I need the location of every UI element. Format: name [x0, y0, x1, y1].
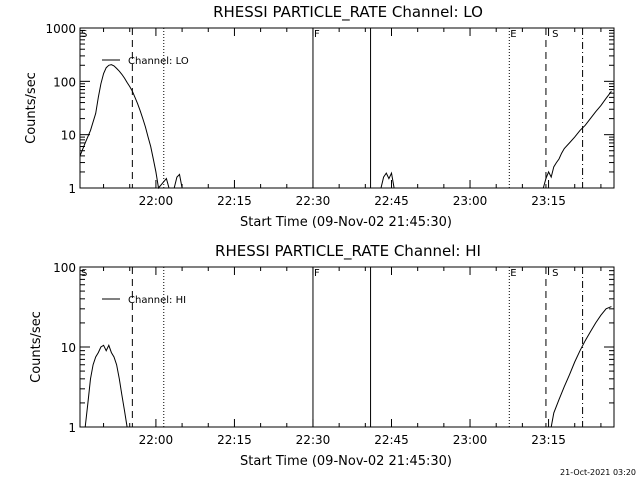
x-tick-label: 23:00 [453, 194, 488, 208]
panel-hi-vlines [131, 267, 584, 427]
panel-hi-xlabel: Start Time (09-Nov-02 21:45:30) [240, 454, 452, 469]
panel-lo: RHESSI PARTICLE_RATE Channel: LO Counts/… [24, 3, 615, 230]
panel-hi-series-line [84, 306, 612, 428]
panel-lo-legend-label: Channel: LO [128, 56, 189, 67]
panel-hi-ticks [80, 266, 614, 428]
flag-label: F [314, 268, 320, 279]
panel-lo-ylabel: Counts/sec [24, 72, 39, 144]
panel-hi-legend-label: Channel: HI [128, 295, 186, 306]
panel-hi-xticklabels: 22:00 22:15 22:30 22:45 23:00 23:15 [139, 433, 566, 447]
panel-lo-xlabel: Start Time (09-Nov-02 21:45:30) [240, 215, 452, 230]
y-tick-label: 10 [61, 129, 76, 143]
y-tick-label: 100 [53, 261, 76, 275]
flag-label: S [81, 29, 87, 40]
y-tick-label: 1 [68, 421, 76, 435]
x-tick-label: 22:15 [217, 433, 252, 447]
panel-lo-frame [79, 27, 615, 189]
x-tick-label: 22:15 [217, 194, 252, 208]
flag-label: S [552, 29, 558, 40]
flag-label: S [81, 268, 87, 279]
panel-lo-title: RHESSI PARTICLE_RATE Channel: LO [213, 3, 483, 22]
panel-hi-title: RHESSI PARTICLE_RATE Channel: HI [215, 242, 481, 261]
panel-lo-ticks [80, 27, 614, 189]
panel-hi-yticklabels: 1 10 100 [53, 261, 76, 435]
panel-lo-vlines [131, 28, 584, 188]
x-tick-label: 23:15 [531, 194, 566, 208]
panel-lo-series-line [79, 64, 612, 190]
panel-lo-xticklabels: 22:00 22:15 22:30 22:45 23:00 23:15 [139, 194, 566, 208]
x-tick-label: 22:45 [374, 433, 409, 447]
timestamp: 21-Oct-2021 03:20 [560, 468, 636, 477]
x-tick-label: 22:30 [296, 433, 331, 447]
x-tick-label: 22:00 [139, 194, 174, 208]
panel-lo-legend: Channel: LO [102, 56, 189, 67]
x-tick-label: 22:30 [296, 194, 331, 208]
x-tick-label: 22:45 [374, 194, 409, 208]
panel-lo-yticklabels: 1 10 100 1000 [45, 22, 76, 196]
y-tick-label: 10 [61, 341, 76, 355]
y-tick-label: 100 [53, 75, 76, 89]
x-tick-label: 23:00 [453, 433, 488, 447]
x-tick-label: 23:15 [531, 433, 566, 447]
flag-label: E [510, 268, 516, 279]
y-tick-label: 1000 [45, 22, 76, 36]
panel-hi: RHESSI PARTICLE_RATE Channel: HI Counts/… [29, 242, 615, 469]
flag-label: S [552, 268, 558, 279]
panel-hi-legend: Channel: HI [102, 295, 186, 306]
x-tick-label: 22:00 [139, 433, 174, 447]
panel-hi-frame [79, 266, 615, 428]
flag-label: F [314, 29, 320, 40]
flag-label: E [510, 29, 516, 40]
y-tick-label: 1 [68, 182, 76, 196]
panel-hi-ylabel: Counts/sec [29, 311, 44, 383]
